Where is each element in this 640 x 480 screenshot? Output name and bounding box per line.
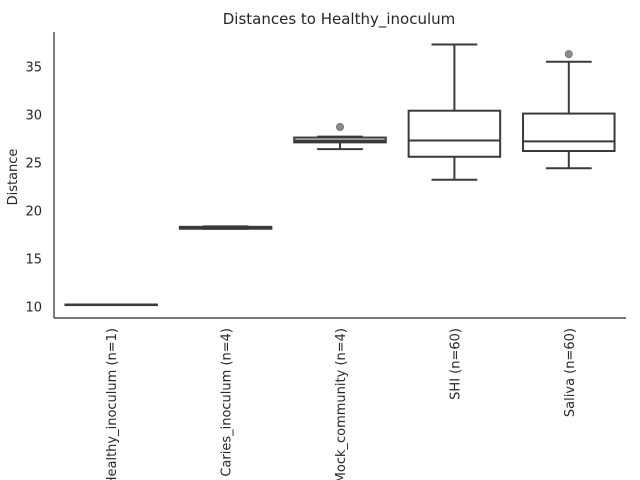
plot-area: 10 15 20 25 30 35 Healthy_inoculum (n=1) Caries… [25, 32, 626, 480]
x-tick-label: Saliva (n=60) [563, 328, 578, 417]
x-tick-label: Healthy_inoculum (n=1) [105, 328, 120, 480]
y-tick-label: 20 [25, 205, 42, 220]
y-tick-label: 10 [25, 300, 42, 315]
x-tick-label: Caries_inoculum (n=4) [220, 328, 235, 477]
chart-title: Distances to Healthy_inoculum [223, 10, 456, 29]
y-tick-label: 35 [25, 61, 42, 76]
y-axis-label: Distance [6, 149, 21, 206]
box-body [522, 112, 616, 153]
y-tick-label: 25 [25, 157, 42, 172]
box-body [407, 109, 502, 158]
x-tick-label: Mock_community (n=4) [334, 328, 349, 480]
box-outlier-point [564, 50, 573, 59]
x-tick-label: SHI (n=60) [448, 328, 463, 400]
y-tick-label: 15 [25, 252, 42, 267]
y-tick-label: 30 [25, 109, 42, 124]
box-outlier-point [335, 123, 344, 132]
